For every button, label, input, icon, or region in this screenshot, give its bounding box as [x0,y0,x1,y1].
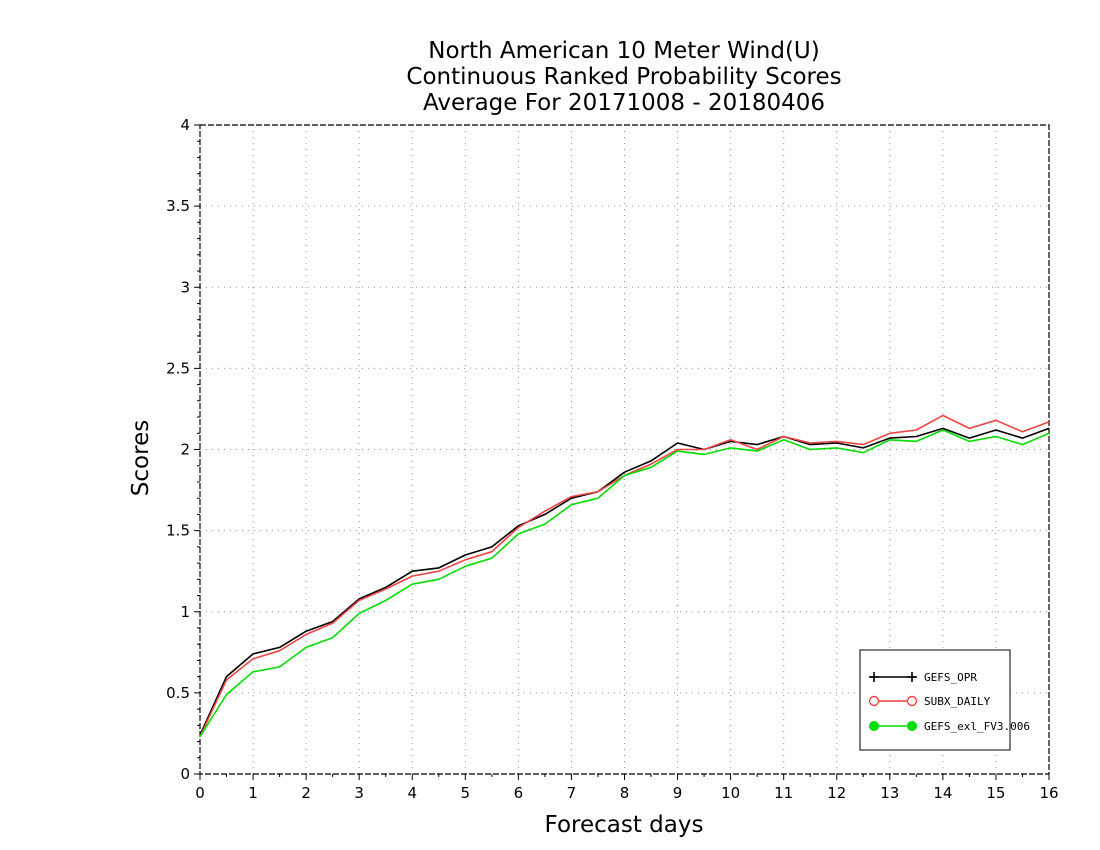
x-tick-label: 11 [774,784,793,802]
series-line-gefs-opr [199,427,1050,736]
legend-box [859,649,1011,751]
chart-title-line-2: Continuous Ranked Probability Scores [406,64,841,90]
x-tick-label: 0 [195,784,205,802]
legend-marker-filled-circle [869,721,879,731]
legend-marker-plus [869,672,879,682]
y-tick-label: 1 [180,603,190,621]
y-tick-label: 4 [180,116,190,134]
x-tick-label: 6 [514,784,524,802]
x-tick-label: 2 [301,784,311,802]
x-tick-label: 1 [248,784,258,802]
series-line-gefs-exl-fv3-006 [199,429,1050,738]
x-tick-label: 12 [827,784,846,802]
x-tick-label: 4 [407,784,417,802]
legend-marker-open-circle [868,695,880,707]
legend-marker-filled-circle [907,721,917,731]
y-tick-label: 0 [180,765,190,783]
y-axis-label: Scores [128,420,154,496]
x-tick-label: 3 [354,784,364,802]
x-tick-label: 13 [880,784,899,802]
y-tick-label: 2 [180,441,190,459]
y-tick-label: 3.5 [166,197,190,215]
x-tick-label: 8 [620,784,630,802]
x-axis-label: Forecast days [545,812,704,838]
x-tick-label: 9 [673,784,683,802]
x-tick-label: 5 [461,784,471,802]
chart-title-line-1: North American 10 Meter Wind(U) [428,38,820,64]
x-tick-label: 7 [567,784,577,802]
x-tick-label: 16 [1039,784,1058,802]
x-tick-label: 10 [721,784,740,802]
legend-label-gefs-exl-fv3-006: GEFS_exl_FV3.006 [924,720,1030,733]
legend-label-subx-daily: SUBX_DAILY [924,695,991,708]
legend-marker-open-circle [906,695,918,707]
x-tick-label: 14 [933,784,952,802]
x-tick-label: 15 [986,784,1005,802]
series [199,414,1050,738]
chart-title-line-3: Average For 20171008 - 20180406 [423,90,825,116]
legend-label-gefs-opr: GEFS_OPR [924,671,977,684]
legend-entries: GEFS_OPR SUBX_DAILY GEFS_exl_FV3.006 [868,671,1030,733]
legend: GEFS_OPR SUBX_DAILY GEFS_exl_FV3.006 [859,649,1030,751]
legend-marker-plus [907,672,917,682]
y-tick-label: 2.5 [166,359,190,377]
y-tick-label: 3 [180,278,190,296]
tick-marks [194,124,1050,780]
y-tick-label: 0.5 [166,684,190,702]
y-tick-label: 1.5 [166,522,190,540]
